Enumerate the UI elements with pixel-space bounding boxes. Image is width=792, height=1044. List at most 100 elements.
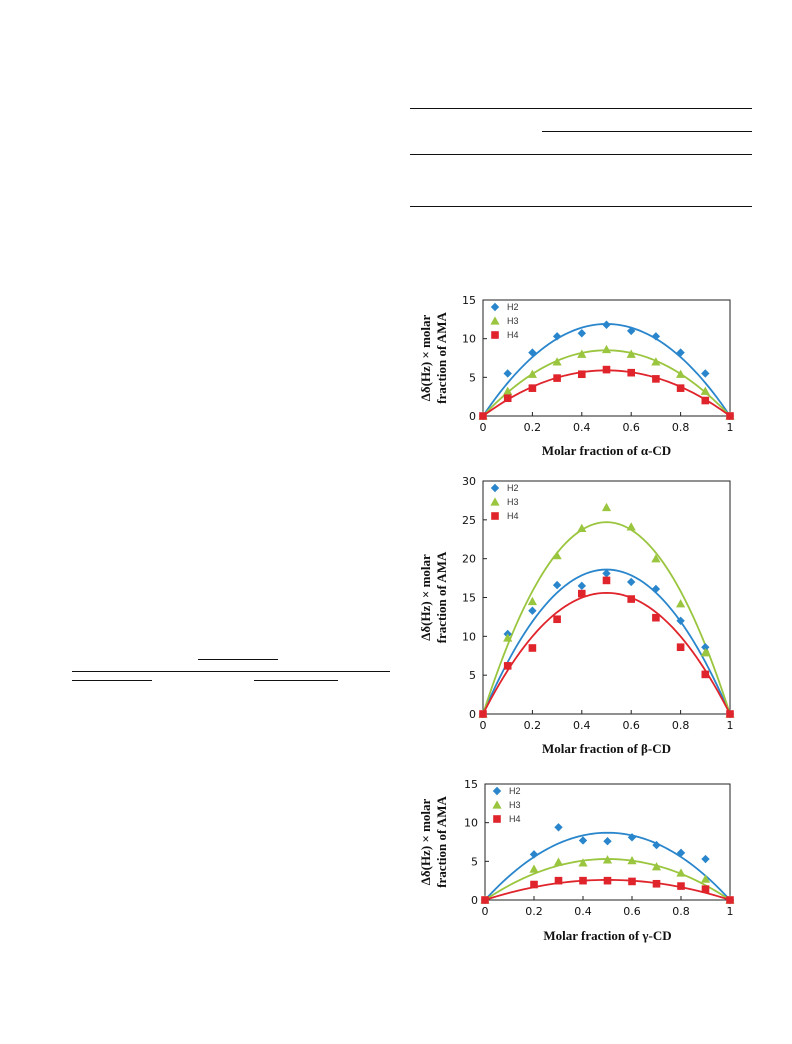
data-point-h2 — [577, 581, 586, 591]
series-h2 — [480, 823, 735, 905]
legend-marker-h3 — [492, 800, 502, 809]
data-point-h2 — [603, 837, 612, 846]
series-h4 — [481, 876, 734, 904]
data-point-h2 — [701, 369, 710, 378]
x-axis-title: Molar fraction of β-CD — [542, 741, 671, 756]
data-point-h3 — [676, 599, 686, 608]
x-tick-label: 1 — [727, 905, 734, 918]
left-table-rule-long — [72, 671, 390, 672]
legend-label-h2: H2 — [507, 483, 519, 493]
data-point-h4 — [503, 394, 512, 403]
data-point-h3 — [700, 386, 710, 395]
x-tick-label: 0.8 — [672, 421, 690, 434]
data-point-h4 — [554, 876, 563, 885]
table-rule-bottom — [410, 206, 752, 207]
legend-marker-h4 — [491, 331, 499, 339]
data-point-h2 — [627, 326, 636, 336]
x-tick-label: 0.6 — [622, 719, 640, 732]
legend-label-h3: H3 — [507, 497, 519, 507]
y-axis-title-line1: Δδ(Hz) × molar — [418, 798, 433, 885]
data-point-h4 — [726, 412, 734, 420]
data-point-h2 — [627, 833, 637, 842]
data-point-h3 — [700, 874, 711, 883]
y-tick-label: 15 — [462, 294, 476, 307]
data-point-h2 — [528, 606, 537, 615]
series-h4 — [479, 365, 734, 420]
data-point-h3 — [602, 855, 613, 864]
legend-marker-h2 — [492, 786, 502, 796]
left-table-rule-a — [72, 680, 152, 681]
y-tick-label: 25 — [462, 514, 476, 527]
y-axis-title-line1: Δδ(Hz) × molar — [418, 554, 433, 641]
data-point-h3 — [626, 522, 636, 531]
data-point-h2 — [676, 616, 685, 625]
data-point-h4 — [726, 710, 734, 718]
series-h3 — [478, 344, 735, 420]
legend-label-h2: H2 — [509, 786, 521, 796]
data-point-h4 — [627, 595, 635, 603]
data-point-h4 — [676, 643, 685, 652]
data-point-h4 — [578, 589, 586, 598]
data-point-h3 — [503, 633, 513, 642]
data-point-h4 — [726, 896, 734, 904]
table-rule-top — [410, 108, 752, 109]
data-point-h3 — [552, 550, 562, 560]
fit-curve-h4 — [482, 369, 731, 417]
data-point-h2 — [554, 823, 563, 832]
data-point-h3 — [651, 862, 662, 871]
y-axis-title: Δδ(Hz) × molarfraction of AMA — [418, 796, 449, 888]
y-tick-label: 10 — [462, 333, 476, 346]
left-table-rule-b — [254, 680, 338, 681]
x-tick-label: 0 — [480, 719, 487, 732]
data-point-h2 — [627, 577, 636, 587]
fit-curve-h3 — [482, 521, 731, 715]
data-point-h3 — [527, 369, 537, 378]
data-point-h2 — [552, 580, 562, 590]
y-tick-label: 10 — [462, 630, 476, 643]
legend-marker-h2 — [490, 483, 500, 493]
data-point-h3 — [601, 344, 612, 354]
data-point-h4 — [701, 396, 710, 405]
series-h3 — [478, 502, 735, 718]
data-point-h3 — [577, 349, 587, 358]
data-point-h3 — [700, 648, 710, 657]
x-tick-label: 0.2 — [524, 719, 542, 732]
data-point-h2 — [503, 369, 512, 378]
data-point-h2 — [701, 643, 710, 652]
data-point-h3 — [601, 502, 612, 512]
data-point-h3 — [651, 554, 661, 563]
x-axis-title: Molar fraction of α-CD — [542, 443, 671, 458]
data-point-h2 — [529, 850, 539, 859]
y-tick-label: 10 — [464, 817, 478, 830]
data-point-h3 — [651, 357, 661, 366]
fit-curve-h2 — [484, 831, 731, 901]
plot-frame — [482, 480, 731, 715]
data-point-h4 — [579, 876, 587, 885]
data-point-h4 — [677, 882, 685, 890]
y-tick-label: 5 — [469, 371, 476, 384]
data-point-h4 — [602, 365, 611, 374]
left-table-rule-short — [198, 659, 278, 660]
data-point-h4 — [553, 615, 561, 624]
legend-marker-h3 — [490, 316, 500, 325]
data-point-h3 — [503, 386, 513, 395]
x-tick-label: 0.4 — [573, 421, 591, 434]
x-tick-label: 0.8 — [672, 719, 690, 732]
data-point-h3 — [577, 523, 587, 533]
data-point-h4 — [701, 885, 710, 893]
data-point-h4 — [479, 710, 487, 718]
legend-marker-h4 — [493, 815, 501, 823]
x-tick-label: 1 — [727, 719, 734, 732]
plot-frame — [482, 299, 731, 417]
plot-frame — [484, 783, 731, 901]
x-tick-label: 0.2 — [525, 905, 543, 918]
y-tick-label: 15 — [464, 778, 478, 791]
legend-label-h2: H2 — [507, 302, 519, 312]
data-point-h4 — [479, 412, 487, 420]
x-tick-label: 0.6 — [623, 905, 641, 918]
data-point-h4 — [628, 877, 636, 886]
y-tick-label: 5 — [471, 855, 478, 868]
data-point-h4 — [578, 370, 586, 379]
